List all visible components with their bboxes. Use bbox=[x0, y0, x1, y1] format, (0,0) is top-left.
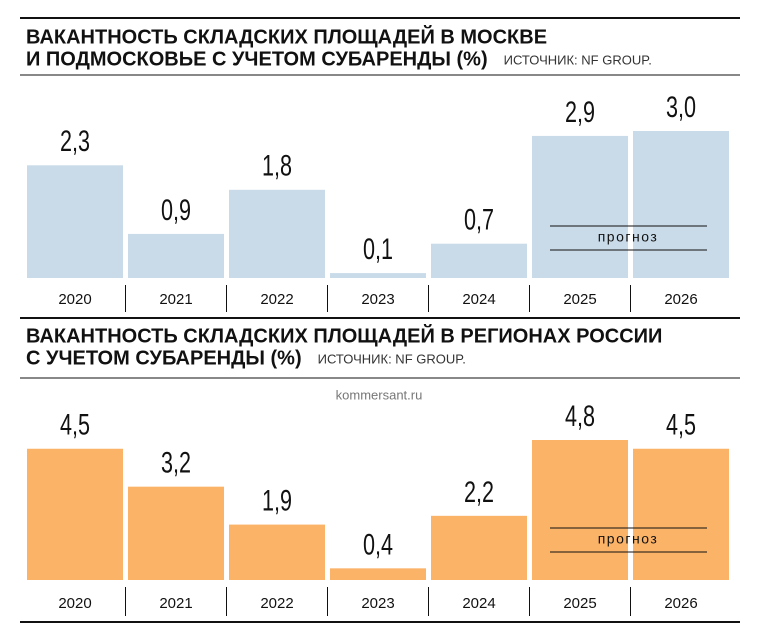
bar bbox=[633, 448, 729, 580]
value-label: 3,0 bbox=[666, 91, 696, 124]
bar bbox=[27, 165, 123, 278]
bar bbox=[633, 131, 729, 278]
bar bbox=[229, 189, 325, 278]
bar bbox=[27, 448, 123, 580]
annotation: прогноз bbox=[598, 229, 659, 245]
value-label: 1,9 bbox=[262, 485, 292, 518]
value-label: 0,1 bbox=[363, 233, 393, 266]
x-tick-label: 2020 bbox=[58, 595, 91, 612]
bar bbox=[128, 486, 224, 580]
bar bbox=[229, 524, 325, 580]
value-label: 2,2 bbox=[464, 476, 494, 509]
x-tick-label: 2021 bbox=[159, 291, 192, 308]
value-label: 2,3 bbox=[60, 125, 90, 158]
bar bbox=[431, 515, 527, 580]
x-tick-label: 2021 bbox=[159, 595, 192, 612]
value-label: 0,4 bbox=[363, 528, 393, 561]
chart-title: С УЧЕТОМ СУБАРЕНДЫ (%) bbox=[26, 347, 302, 369]
value-label: 3,2 bbox=[161, 447, 191, 480]
x-tick-label: 2024 bbox=[462, 291, 495, 308]
annotation: прогноз bbox=[598, 531, 659, 547]
x-tick-label: 2026 bbox=[664, 291, 697, 308]
bar bbox=[330, 568, 426, 580]
x-tick-label: 2023 bbox=[361, 291, 394, 308]
x-tick-label: 2024 bbox=[462, 595, 495, 612]
x-tick-label: 2023 bbox=[361, 595, 394, 612]
x-tick-label: 2026 bbox=[664, 595, 697, 612]
chart-title: ВАКАНТНОСТЬ СКЛАДСКИХ ПЛОЩАДЕЙ В МОСКВЕ bbox=[26, 24, 547, 48]
x-tick-label: 2020 bbox=[58, 291, 91, 308]
chart-title: И ПОДМОСКОВЬЕ С УЧЕТОМ СУБАРЕНДЫ (%) bbox=[26, 48, 488, 70]
value-label: 4,5 bbox=[60, 409, 90, 442]
chart-source: ИСТОЧНИК: NF GROUP. bbox=[504, 52, 652, 67]
x-tick-label: 2022 bbox=[260, 595, 293, 612]
value-label: 2,9 bbox=[565, 96, 595, 129]
value-label: 0,9 bbox=[161, 194, 191, 227]
x-tick-label: 2025 bbox=[563, 595, 596, 612]
value-label: 4,8 bbox=[565, 400, 595, 433]
chart-source: ИСТОЧНИК: NF GROUP. bbox=[318, 351, 466, 366]
bar bbox=[532, 135, 628, 278]
x-tick-label: 2025 bbox=[563, 291, 596, 308]
watermark: kommersant.ru bbox=[336, 387, 423, 402]
bar bbox=[128, 233, 224, 278]
bar bbox=[431, 243, 527, 278]
chart-title: ВАКАНТНОСТЬ СКЛАДСКИХ ПЛОЩАДЕЙ В РЕГИОНА… bbox=[26, 323, 662, 347]
value-label: 1,8 bbox=[262, 150, 292, 183]
bar bbox=[330, 273, 426, 278]
x-tick-label: 2022 bbox=[260, 291, 293, 308]
value-label: 0,7 bbox=[464, 204, 494, 237]
value-label: 4,5 bbox=[666, 409, 696, 442]
bar bbox=[532, 440, 628, 580]
